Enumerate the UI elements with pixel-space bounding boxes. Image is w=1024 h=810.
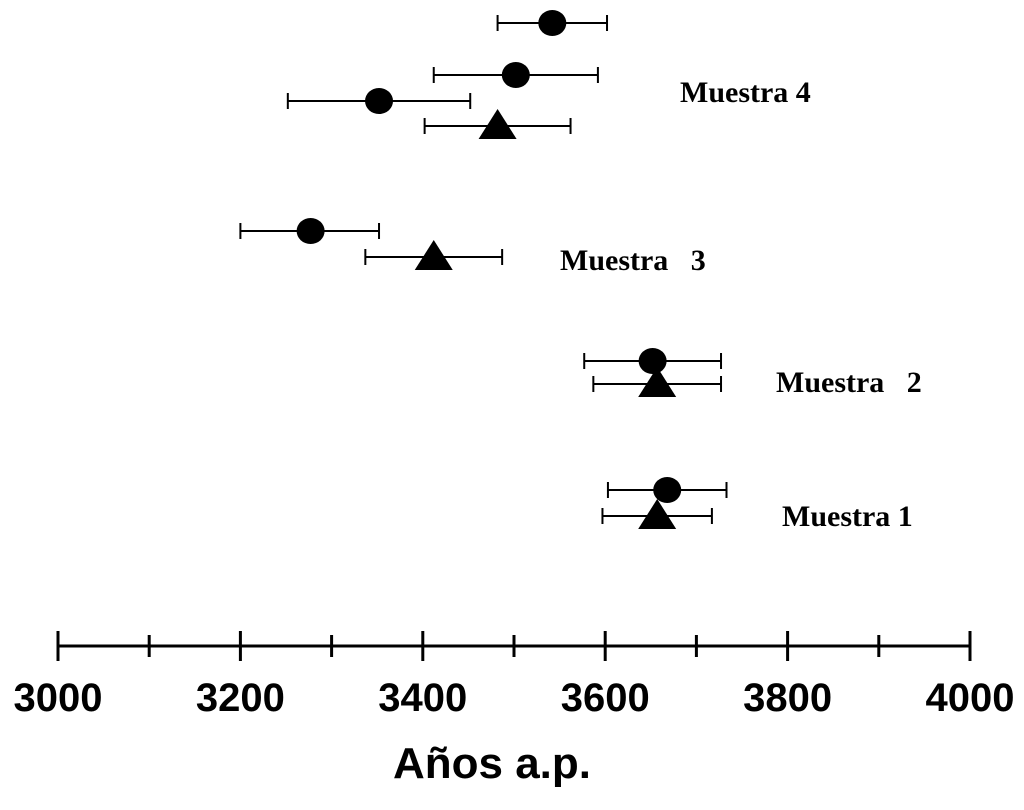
x-tick-label: 4000 [926,676,1015,720]
triangle-marker [638,367,677,397]
group-label: Muestra 3 [560,244,706,277]
circle-marker [296,218,325,244]
x-tick-label: 3600 [561,676,650,720]
x-tick-label: 3400 [378,676,467,720]
group-label: Muestra 1 [782,500,913,533]
circle-marker [501,62,530,88]
group-muestra-3: Muestra 3 [239,218,706,277]
group-muestra-2: Muestra 2 [583,348,922,399]
triangle-marker [414,240,453,270]
x-tick-label: 3200 [196,676,285,720]
circle-marker [538,10,567,36]
x-tick-label: 3000 [14,676,103,720]
triangle-marker [478,109,517,139]
x-axis: 3000 3200 3400 3600 3800 4000 [14,631,1015,720]
x-tick-label: 3800 [743,676,832,720]
circle-marker [653,477,682,503]
group-label: Muestra 2 [776,366,922,399]
group-label: Muestra 4 [680,76,811,109]
group-muestra-1: Muestra 1 [601,477,913,533]
circle-marker [638,348,667,374]
chart-marks: Muestra 1 Muestra 2 Muestra 3 Muestra 4 [239,10,922,533]
group-muestra-4: Muestra 4 [286,10,811,139]
triangle-marker [638,499,677,529]
circle-marker [365,88,394,114]
x-axis-title: Años a.p. [393,739,591,788]
